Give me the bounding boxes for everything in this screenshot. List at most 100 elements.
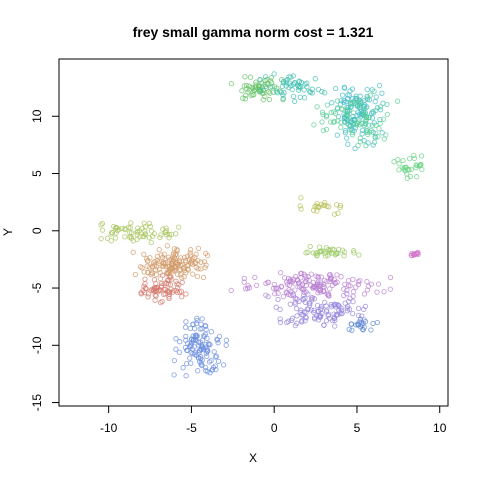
data-point: [355, 279, 361, 285]
data-point: [299, 318, 305, 324]
data-point: [142, 285, 149, 291]
data-point: [298, 285, 305, 292]
data-point: [320, 127, 327, 134]
x-axis: -10 -5 0 5 10: [100, 405, 447, 435]
data-point: [387, 274, 394, 281]
data-point: [374, 289, 380, 295]
data-point: [313, 203, 319, 209]
data-point: [381, 288, 387, 295]
data-point: [250, 92, 256, 98]
data-point: [347, 126, 353, 133]
data-point: [220, 362, 227, 368]
data-point: [298, 195, 304, 201]
data-point: [308, 271, 314, 277]
data-point: [364, 95, 370, 101]
data-point: [162, 280, 168, 286]
data-point: [196, 358, 203, 365]
data-point: [196, 348, 202, 354]
data-point: [223, 342, 229, 348]
data-point: [199, 343, 205, 350]
data-point: [141, 251, 147, 257]
data-point: [309, 295, 315, 301]
data-point: [264, 76, 270, 83]
data-point: [316, 244, 323, 250]
data-point: [228, 287, 234, 294]
data-point: [375, 281, 382, 287]
data-point: [417, 162, 424, 168]
data-point: [201, 259, 208, 265]
data-point: [280, 92, 286, 98]
data-point: [292, 322, 299, 329]
data-point: [277, 269, 284, 276]
data-point: [252, 84, 258, 90]
data-point: [279, 83, 285, 90]
data-point: [351, 250, 357, 256]
data-point: [349, 129, 356, 136]
data-point: [300, 296, 306, 302]
data-point: [348, 321, 354, 327]
data-point: [188, 257, 195, 263]
data-point: [241, 279, 247, 285]
data-point: [332, 280, 338, 286]
data-point: [417, 162, 423, 169]
y-tick-label: 0: [30, 227, 44, 234]
data-point: [350, 289, 357, 295]
data-point: [194, 273, 201, 280]
chart-title: frey small gamma norm cost = 1.321: [133, 24, 374, 40]
data-point: [199, 337, 206, 344]
data-point: [284, 281, 291, 287]
data-point: [339, 92, 346, 98]
data-point: [361, 138, 367, 144]
data-point: [176, 282, 182, 288]
data-point: [243, 82, 250, 89]
data-point: [128, 220, 134, 226]
data-point: [242, 74, 248, 80]
data-point: [361, 317, 367, 323]
data-point: [307, 89, 314, 95]
data-point: [173, 346, 179, 352]
data-point: [272, 83, 278, 90]
data-point: [353, 322, 359, 328]
data-point: [321, 322, 327, 328]
data-point: [292, 301, 298, 307]
data-point: [346, 92, 352, 98]
data-point: [336, 303, 342, 309]
data-point: [166, 277, 172, 284]
data-point: [354, 112, 360, 119]
data-point: [196, 342, 202, 348]
data-point: [341, 249, 348, 255]
data-point: [350, 276, 356, 283]
data-point: [364, 86, 370, 93]
data-point: [157, 299, 164, 306]
data-point: [321, 281, 327, 288]
data-point: [287, 301, 293, 307]
data-point: [183, 291, 189, 297]
data-point: [211, 349, 217, 355]
data-point: [239, 88, 245, 94]
data-point: [228, 81, 235, 87]
data-point: [341, 286, 347, 292]
data-point: [316, 313, 322, 319]
data-point: [290, 73, 296, 79]
data-point: [167, 268, 173, 275]
data-point: [297, 309, 303, 316]
data-point: [370, 142, 376, 148]
data-point: [293, 305, 300, 312]
data-point: [361, 291, 368, 297]
data-point: [342, 119, 348, 125]
data-point: [209, 367, 216, 373]
data-point: [148, 228, 155, 234]
data-point: [297, 94, 303, 100]
data-point: [406, 155, 413, 162]
data-point: [311, 315, 318, 321]
data-point: [139, 225, 145, 231]
data-point: [360, 306, 367, 313]
data-point: [204, 348, 211, 355]
data-point: [380, 116, 387, 122]
data-point: [266, 96, 273, 103]
data-point: [344, 287, 350, 294]
data-point: [357, 135, 363, 141]
data-point: [190, 271, 196, 277]
data-point: [141, 233, 147, 240]
data-point: [295, 278, 301, 284]
